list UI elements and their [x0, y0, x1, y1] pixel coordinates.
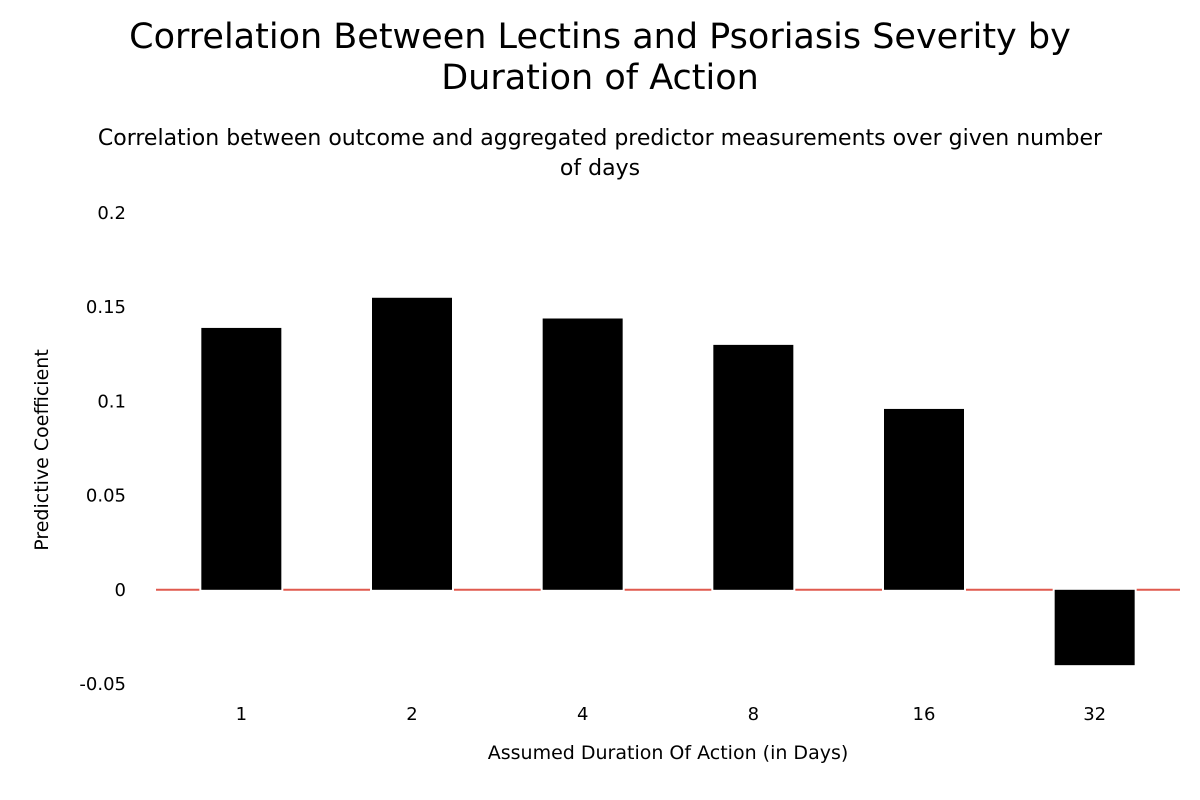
y-axis-label: Predictive Coefficient	[31, 349, 53, 551]
y-axis-ticks: -0.05 0 0.05 0.1 0.15 0.2	[79, 203, 126, 695]
chart-subtitle-line-2: of days	[560, 156, 640, 181]
y-tick-label: -0.05	[79, 674, 126, 695]
bars	[201, 297, 1135, 666]
chart-title-line-2: Duration of Action	[441, 58, 759, 98]
y-tick-label: 0.05	[86, 486, 126, 507]
y-tick-label: 0.2	[97, 203, 126, 224]
x-tick-label: 8	[748, 704, 759, 725]
bar-1	[201, 327, 282, 590]
chart-subtitle-line-1: Correlation between outcome and aggregat…	[98, 126, 1103, 151]
y-tick-label: 0.1	[97, 391, 126, 412]
y-tick-label: 0.15	[86, 297, 126, 318]
bar-32	[1054, 589, 1135, 666]
chart-subtitle: Correlation between outcome and aggregat…	[98, 126, 1103, 181]
x-tick-label: 16	[913, 704, 936, 725]
x-tick-label: 4	[577, 704, 588, 725]
x-tick-label: 1	[236, 704, 247, 725]
y-tick-label: 0	[115, 580, 126, 601]
chart-title: Correlation Between Lectins and Psoriasi…	[129, 17, 1071, 98]
x-axis-ticks: 1 2 4 8 16 32	[236, 704, 1107, 725]
bar-16	[884, 408, 964, 590]
bar-8	[713, 344, 794, 590]
chart-title-line-1: Correlation Between Lectins and Psoriasi…	[129, 17, 1071, 57]
bar-2	[372, 297, 452, 590]
x-tick-label: 32	[1083, 704, 1106, 725]
bar-4	[542, 318, 623, 590]
x-tick-label: 2	[406, 704, 417, 725]
x-axis-label: Assumed Duration Of Action (in Days)	[488, 742, 849, 764]
